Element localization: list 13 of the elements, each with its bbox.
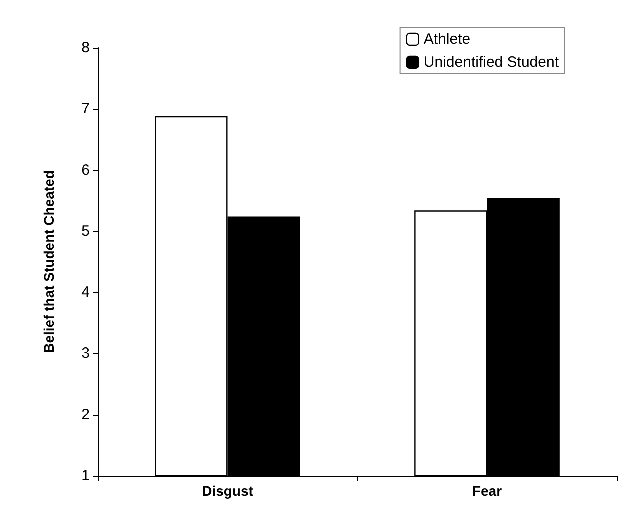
y-axis-title: Belief that Student Cheated <box>41 170 57 354</box>
y-tick-label: 4 <box>82 284 90 302</box>
y-tick-label: 2 <box>82 406 90 424</box>
y-tick-label: 1 <box>82 468 90 484</box>
legend-label: Athlete <box>424 31 471 48</box>
y-tick-label: 6 <box>82 162 90 179</box>
x-tick-label: Disgust <box>202 483 254 499</box>
x-tick-label: Fear <box>472 483 503 499</box>
y-tick-label: 3 <box>82 345 90 362</box>
y-tick-label: 5 <box>82 222 90 240</box>
y-tick-label: 8 <box>82 40 90 56</box>
y-tick-label: 7 <box>82 100 90 118</box>
legend-label: Unidentified Student <box>424 54 560 71</box>
